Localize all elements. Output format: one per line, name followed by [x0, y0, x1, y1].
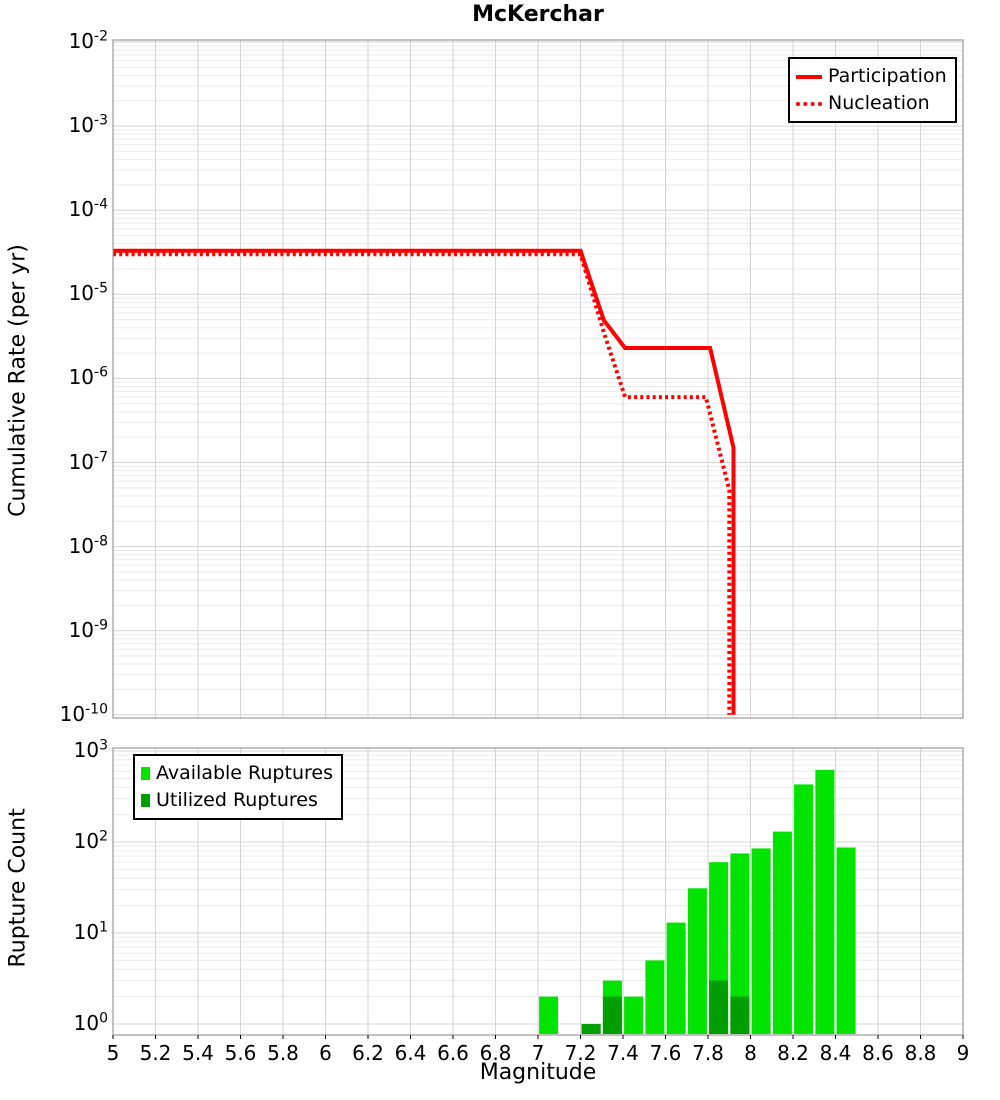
utilized-ruptures-bar — [602, 996, 622, 1034]
x-tick-label: 8.6 — [862, 1041, 894, 1065]
legend-row-utilized: Utilized Ruptures — [141, 787, 333, 814]
participation-curve — [113, 248, 736, 715]
x-tick-label: 5.8 — [267, 1041, 299, 1065]
x-tick-label: 8.2 — [777, 1041, 809, 1065]
nucleation-line-swatch — [796, 101, 822, 106]
bottom-y-tick-label: 103 — [73, 737, 108, 763]
top-y-tick-label: 10-4 — [68, 196, 108, 222]
chart-title: McKerchar — [472, 2, 604, 27]
x-tick-label: 7.2 — [564, 1041, 597, 1065]
available-ruptures-bar — [772, 831, 792, 1034]
bottom-y-tick-label: 101 — [73, 919, 108, 945]
available-ruptures-bar — [836, 847, 856, 1034]
legend-row-participation: Participation — [796, 63, 947, 90]
utilized-ruptures-bar — [730, 996, 750, 1034]
top-y-tick-label: 10-9 — [68, 617, 108, 642]
participation-line-swatch — [796, 74, 822, 79]
x-tick-label: 9 — [956, 1041, 970, 1065]
x-tick-label: 8.8 — [904, 1041, 937, 1065]
top-y-tick-label: 10-10 — [59, 701, 108, 726]
available-ruptures-bar — [751, 848, 771, 1034]
top-y-axis-title: Cumulative Rate (per yr) — [5, 244, 31, 517]
top-y-tick-label: 10-3 — [68, 112, 108, 138]
x-tick-label: 6.6 — [437, 1041, 469, 1065]
available-ruptures-bar — [666, 922, 686, 1034]
x-tick-label: 7 — [531, 1041, 545, 1065]
top-y-tick-label: 10-2 — [68, 28, 108, 54]
available-ruptures-bar — [794, 784, 814, 1034]
available-ruptures-bar — [539, 996, 559, 1034]
x-tick-label: 5.6 — [224, 1041, 257, 1065]
available-ruptures-bar — [687, 888, 707, 1034]
x-tick-label: 5.2 — [139, 1041, 172, 1065]
utilized-ruptures-swatch — [141, 794, 150, 807]
bottom-y-axis-title: Rupture Count — [5, 808, 31, 968]
x-tick-label: 7.4 — [607, 1041, 639, 1065]
utilized-ruptures-legend-label: Utilized Ruptures — [156, 789, 318, 811]
x-tick-label: 7.6 — [649, 1041, 682, 1065]
nucleation-curve — [113, 252, 732, 715]
x-axis-title: Magnitude — [479, 1060, 597, 1085]
available-ruptures-swatch — [141, 767, 150, 780]
x-tick-label: 5 — [106, 1041, 120, 1065]
top-y-tick-label: 10-7 — [68, 448, 108, 474]
x-tick-label: 6.8 — [479, 1041, 512, 1065]
bottom-y-tick-label: 100 — [73, 1010, 108, 1036]
rate-legend: Participation Nucleation — [788, 57, 957, 123]
available-ruptures-bar — [645, 960, 665, 1034]
x-tick-label: 6 — [319, 1041, 332, 1065]
available-ruptures-legend-label: Available Ruptures — [156, 762, 333, 784]
available-ruptures-bar — [624, 996, 644, 1034]
x-tick-label: 8.4 — [819, 1041, 852, 1065]
nucleation-legend-label: Nucleation — [828, 92, 930, 114]
top-y-tick-label: 10-8 — [68, 533, 108, 558]
top-y-tick-label: 10-6 — [68, 364, 108, 390]
bottom-y-tick-label: 102 — [73, 828, 108, 854]
participation-legend-label: Participation — [828, 65, 947, 87]
utilized-ruptures-bar — [581, 1024, 601, 1034]
top-y-tick-label: 10-5 — [68, 280, 108, 306]
available-ruptures-bar — [815, 769, 835, 1034]
x-tick-label: 5.4 — [182, 1041, 214, 1065]
legend-row-available: Available Ruptures — [141, 760, 333, 787]
rupture-legend: Available Ruptures Utilized Ruptures — [133, 754, 343, 820]
x-tick-label: 6.4 — [394, 1041, 427, 1065]
utilized-ruptures-bar — [709, 980, 729, 1034]
available-ruptures-bar — [730, 853, 750, 1034]
x-tick-label: 8 — [744, 1041, 757, 1065]
legend-row-nucleation: Nucleation — [796, 90, 947, 117]
x-tick-label: 7.8 — [692, 1041, 724, 1065]
x-tick-label: 6.2 — [352, 1041, 384, 1065]
